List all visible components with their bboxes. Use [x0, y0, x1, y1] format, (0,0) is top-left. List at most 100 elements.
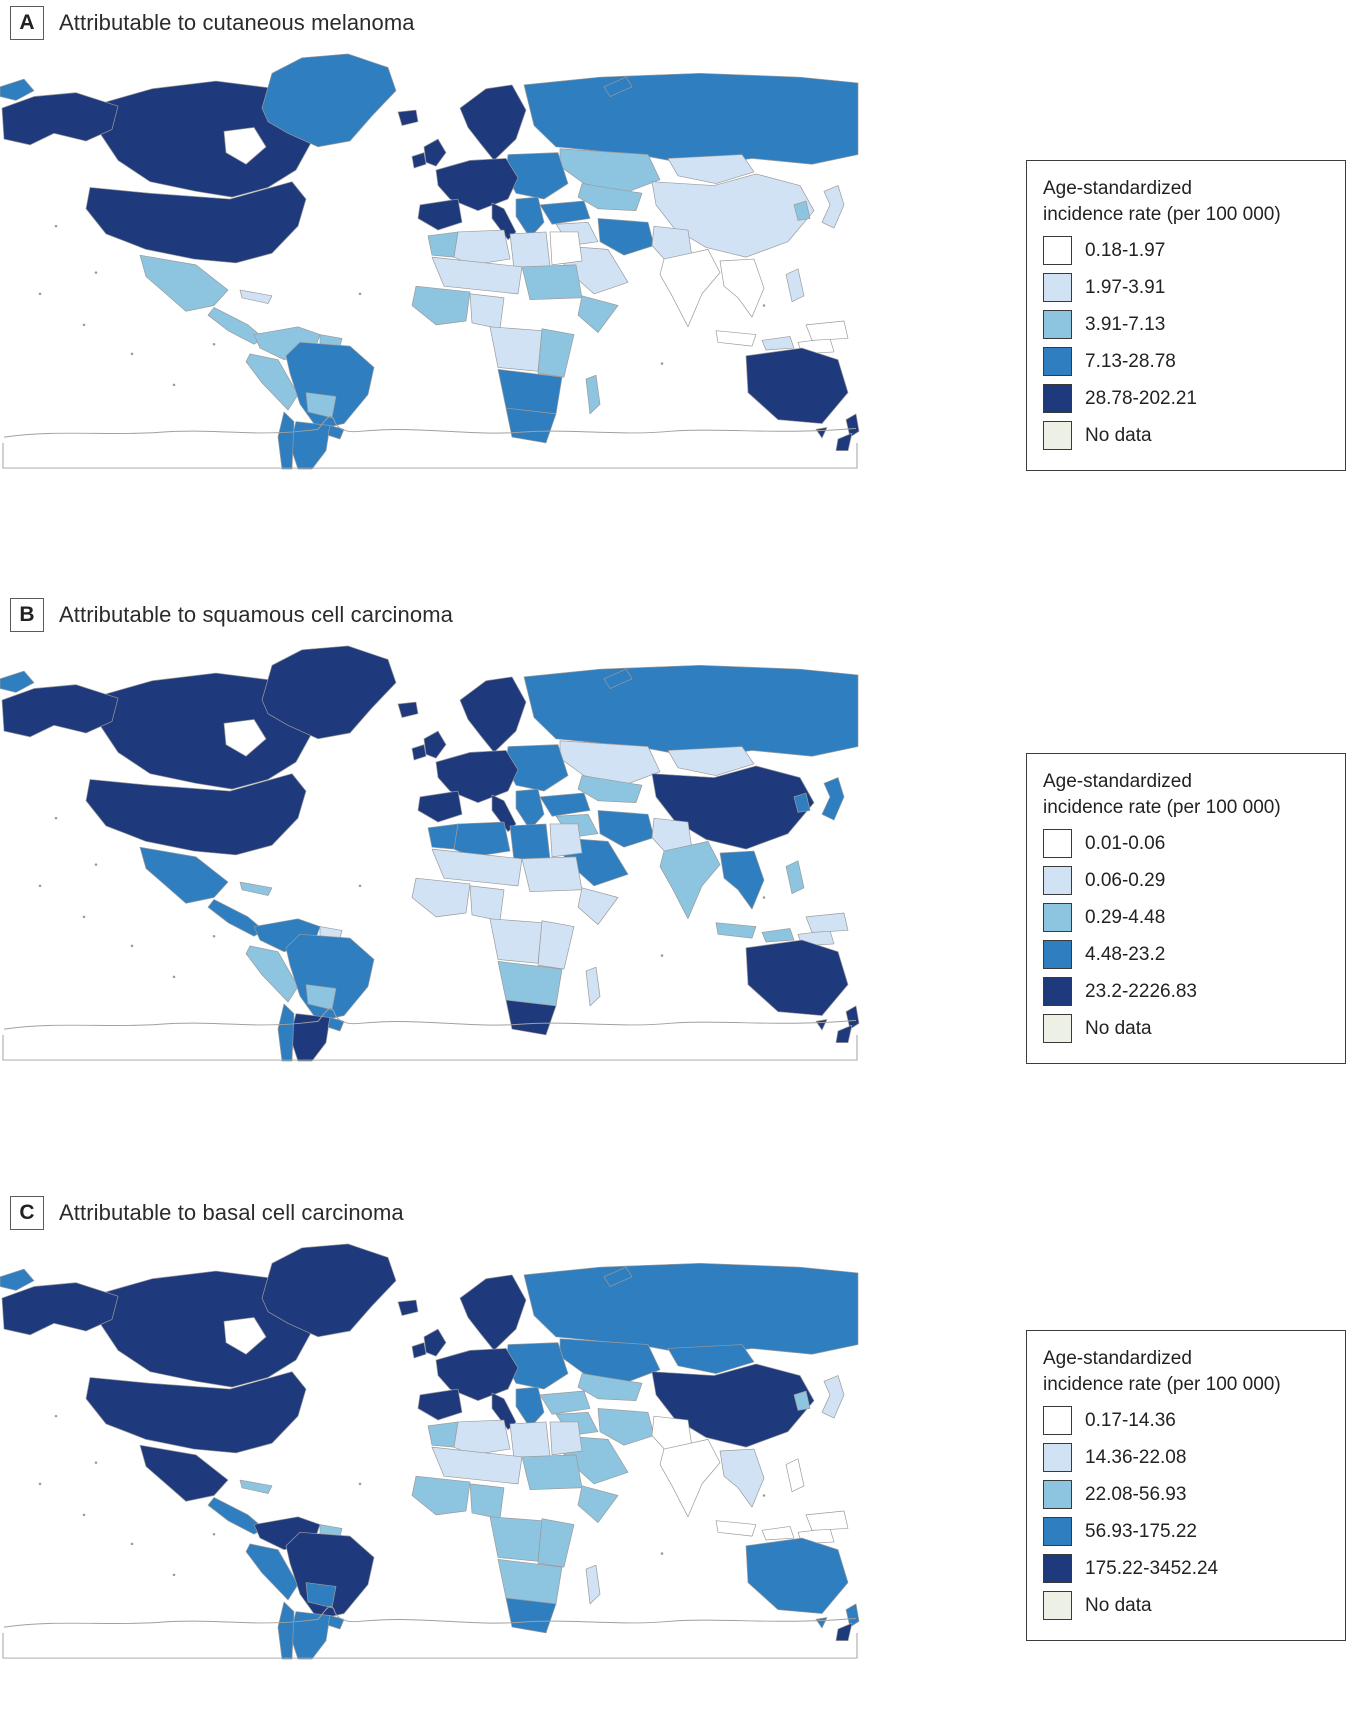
region-mongolia — [667, 746, 755, 776]
island-dot — [762, 304, 766, 307]
region-tasmania — [815, 427, 828, 439]
region-horn — [577, 887, 619, 925]
region-western-europe — [435, 750, 519, 804]
region-kazakhstan — [559, 740, 661, 786]
region-scandinavia — [459, 1274, 527, 1351]
region-caribbean — [239, 1479, 273, 1494]
region-uruguay — [327, 1615, 345, 1630]
legend-swatch — [1043, 866, 1072, 896]
region-central-asia — [577, 1373, 643, 1402]
legend-row: 4.48-23.2 — [1043, 940, 1327, 970]
legend-bin-label: 23.2-2226.83 — [1085, 980, 1197, 1002]
legend-title-line2: incidence rate (per 100 000) — [1043, 796, 1281, 818]
region-balkans — [515, 788, 545, 831]
legend-swatch — [1043, 1406, 1072, 1436]
region-tasmania — [815, 1617, 828, 1629]
region-korea — [793, 1390, 811, 1411]
region-southeast-asia — [719, 258, 765, 318]
region-south-africa — [505, 407, 557, 444]
legend-swatch — [1043, 421, 1072, 451]
region-balkans — [515, 1386, 545, 1429]
island-dot — [172, 975, 176, 979]
region-iberia — [417, 1388, 463, 1421]
panel-header: A Attributable to cutaneous melanoma — [10, 6, 415, 40]
region-morocco — [427, 231, 459, 258]
panel-squamous-cell: B Attributable to squamous cell carcinom… — [0, 598, 1355, 1078]
legend-swatch — [1043, 1443, 1072, 1473]
region-russia — [523, 1262, 859, 1357]
region-libya — [509, 1421, 551, 1460]
region-nigeria — [469, 885, 505, 922]
region-new-guinea — [805, 912, 849, 933]
region-india — [659, 249, 721, 328]
legend-bin-label: 28.78-202.21 — [1085, 387, 1197, 409]
legend-swatch — [1043, 903, 1072, 933]
region-peru — [245, 353, 299, 411]
region-balkans — [515, 196, 545, 239]
region-iberia — [417, 790, 463, 823]
region-new-zealand-south — [835, 432, 853, 451]
region-arctic-islands — [603, 1266, 633, 1287]
legend-row: 14.36-22.08 — [1043, 1443, 1327, 1473]
region-iceland — [397, 109, 419, 126]
region-bolivia — [305, 1582, 337, 1609]
region-mexico — [139, 1444, 229, 1502]
region-philippines — [785, 268, 805, 302]
legend-swatch — [1043, 236, 1072, 266]
region-southeast-asia — [719, 850, 765, 910]
region-india — [659, 1439, 721, 1518]
region-indonesia-sumatra — [715, 1520, 757, 1537]
region-east-africa — [537, 328, 575, 378]
legend-rows: 0.17-14.36 14.36-22.08 22.08-56.93 56.93-17… — [1043, 1406, 1327, 1621]
legend-bin-label: 3.91-7.13 — [1085, 313, 1166, 335]
region-russia — [523, 664, 859, 759]
island-dot — [172, 1573, 176, 1577]
region-uk — [423, 138, 447, 167]
legend-row: 0.01-0.06 — [1043, 829, 1327, 859]
region-alaska — [1, 1282, 119, 1336]
island-dot — [54, 1414, 58, 1418]
region-tasmania — [815, 1019, 828, 1031]
legend-row: 0.18-1.97 — [1043, 236, 1327, 266]
map-frame — [2, 1632, 858, 1659]
region-philippines — [785, 860, 805, 894]
island-dot — [94, 1461, 98, 1464]
legend-bin-label: 56.93-175.22 — [1085, 1520, 1197, 1542]
region-central-america — [207, 899, 265, 937]
legend-bin-label: No data — [1085, 424, 1152, 446]
legend-bin-label: 0.17-14.36 — [1085, 1409, 1176, 1431]
region-east-africa — [537, 1518, 575, 1568]
region-indonesia-sumatra — [715, 922, 757, 939]
legend-title-line1: Age-standardized — [1043, 1348, 1192, 1369]
region-egypt — [549, 1421, 583, 1456]
legend-swatch — [1043, 829, 1072, 859]
legend-swatch — [1043, 1591, 1072, 1621]
region-new-zealand-north — [845, 1005, 860, 1030]
island-dot — [660, 954, 664, 957]
region-mongolia — [667, 154, 755, 184]
region-horn — [577, 1485, 619, 1523]
region-central-africa — [489, 326, 543, 372]
region-west-africa — [411, 285, 471, 326]
region-southern-africa — [497, 1559, 563, 1605]
region-sahel — [431, 848, 523, 887]
legend-bin-label: 0.29-4.48 — [1085, 906, 1166, 928]
region-hudson-bay — [223, 1317, 267, 1355]
region-turkey — [539, 1390, 591, 1415]
region-madagascar — [585, 966, 601, 1007]
legend-title-line2: incidence rate (per 100 000) — [1043, 1373, 1281, 1395]
world-map — [0, 53, 860, 470]
region-korea — [793, 792, 811, 813]
legend-bin-label: 14.36-22.08 — [1085, 1446, 1187, 1468]
region-greenland — [261, 1243, 397, 1338]
region-central-america — [207, 307, 265, 345]
region-new-guinea — [805, 1510, 849, 1531]
region-southern-africa — [497, 961, 563, 1007]
region-sahel — [431, 256, 523, 295]
region-sudan — [521, 264, 583, 301]
region-iceland — [397, 701, 419, 718]
panel-basal-cell: C Attributable to basal cell carcinoma A… — [0, 1196, 1355, 1676]
panel-melanoma: A Attributable to cutaneous melanoma Age… — [0, 6, 1355, 486]
region-alaska — [1, 92, 119, 146]
legend-row: 0.17-14.36 — [1043, 1406, 1327, 1436]
